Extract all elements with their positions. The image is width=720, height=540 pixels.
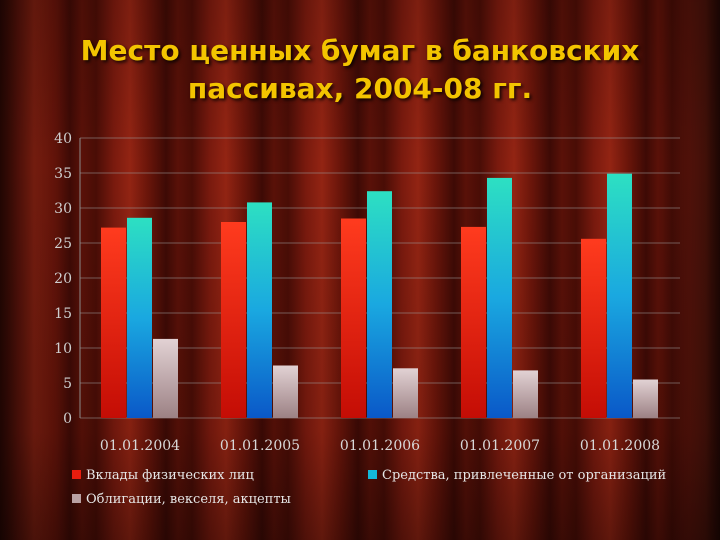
bar [153, 338, 178, 418]
bar [367, 191, 392, 418]
legend-label: Средства, привлеченные от организаций [382, 468, 666, 483]
bar [393, 368, 418, 418]
bar [127, 217, 152, 418]
legend-label: Вклады физических лиц [86, 468, 254, 483]
legend-swatch [72, 494, 81, 503]
y-tick-label: 0 [63, 411, 72, 427]
x-tick-label: 01.01.2006 [340, 438, 420, 454]
y-tick-label: 25 [54, 236, 72, 252]
bar [461, 226, 486, 418]
bar [273, 365, 298, 418]
y-tick-label: 35 [54, 166, 72, 182]
y-tick-label: 30 [54, 201, 72, 217]
title-line-2: пассивах, 2004-08 гг. [187, 72, 533, 105]
legend-swatch [368, 470, 377, 479]
legend-swatch [72, 470, 81, 479]
bar [633, 379, 658, 418]
y-tick-label: 15 [54, 306, 72, 322]
bar [221, 222, 246, 418]
x-tick-label: 01.01.2004 [100, 438, 180, 454]
bar [607, 173, 632, 418]
y-tick-label: 40 [54, 131, 72, 147]
slide-title: Место ценных бумаг в банковских пассивах… [40, 32, 680, 108]
bar [247, 202, 272, 418]
bar [101, 227, 126, 418]
bar [341, 218, 366, 418]
bar [513, 370, 538, 418]
x-tick-label: 01.01.2008 [580, 438, 660, 454]
y-tick-label: 5 [63, 376, 72, 392]
title-line-1: Место ценных бумаг в банковских [80, 34, 640, 67]
y-tick-label: 20 [54, 271, 72, 287]
x-tick-label: 01.01.2005 [220, 438, 300, 454]
legend-label: Облигации, векселя, акцепты [86, 492, 291, 507]
x-tick-label: 01.01.2007 [460, 438, 540, 454]
bar [487, 177, 512, 418]
y-tick-label: 10 [54, 341, 72, 357]
bar [581, 238, 606, 418]
